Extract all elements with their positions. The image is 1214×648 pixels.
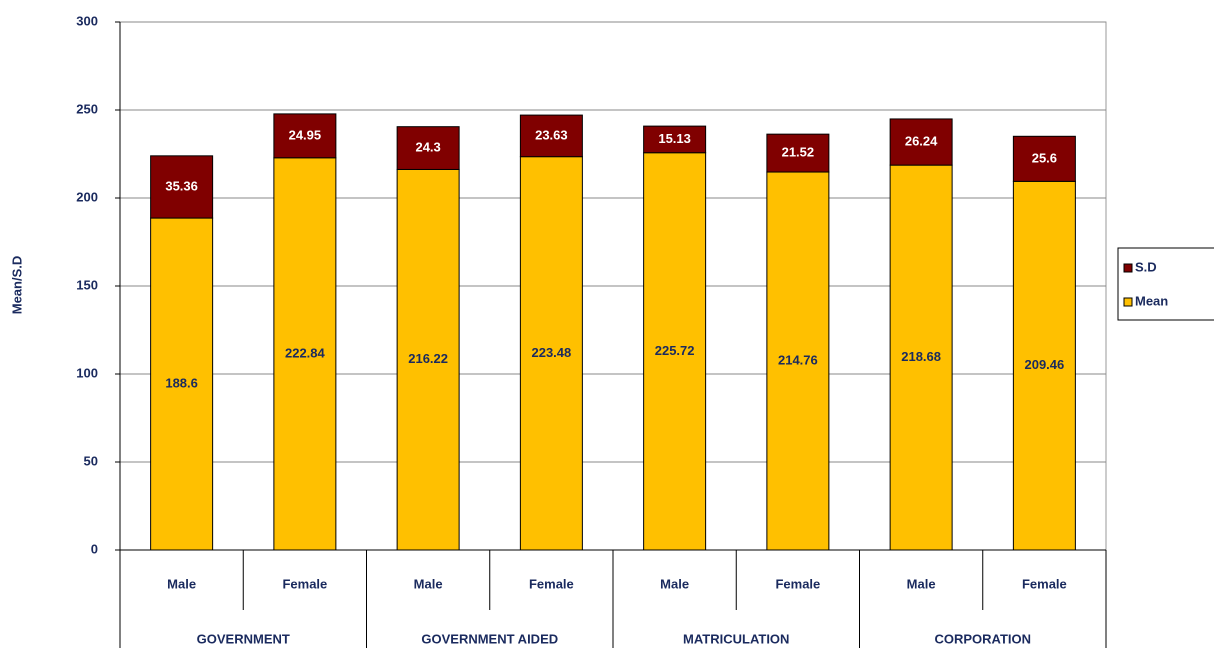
legend-swatch bbox=[1123, 297, 1133, 307]
y-tick-label: 300 bbox=[76, 13, 98, 28]
bar-segment bbox=[643, 152, 707, 551]
group-label: MATRICULATION bbox=[683, 631, 789, 646]
bar-segment bbox=[273, 113, 337, 159]
x-tick-label: Female bbox=[529, 576, 574, 591]
bar-segment bbox=[766, 133, 830, 173]
x-tick-label: Male bbox=[660, 576, 689, 591]
y-tick-label: 100 bbox=[76, 365, 98, 380]
data-label: 188.6 bbox=[165, 375, 198, 390]
x-tick-label: Male bbox=[167, 576, 196, 591]
data-label: 216.22 bbox=[408, 351, 448, 366]
data-label: 15.13 bbox=[658, 131, 691, 146]
legend-swatch bbox=[1123, 263, 1133, 273]
data-label: 35.36 bbox=[165, 178, 198, 193]
bar-segment bbox=[396, 168, 460, 551]
y-tick-label: 50 bbox=[84, 453, 98, 468]
y-tick-label: 150 bbox=[76, 277, 98, 292]
bar-segment bbox=[1012, 135, 1076, 182]
data-label: 23.63 bbox=[535, 127, 568, 142]
y-tick-label: 250 bbox=[76, 101, 98, 116]
bar-segment bbox=[150, 155, 214, 219]
y-tick-label: 200 bbox=[76, 189, 98, 204]
bar-segment bbox=[643, 125, 707, 154]
data-label: 26.24 bbox=[905, 133, 938, 148]
bar-segment bbox=[766, 171, 830, 551]
x-tick-label: Female bbox=[282, 576, 327, 591]
bar-segment bbox=[889, 118, 953, 166]
data-label: 21.52 bbox=[782, 145, 815, 160]
data-label: 222.84 bbox=[285, 345, 326, 360]
data-label: 25.6 bbox=[1032, 150, 1057, 165]
x-tick-label: Male bbox=[414, 576, 443, 591]
bar-segment bbox=[519, 114, 583, 158]
bar-segment bbox=[889, 164, 953, 551]
legend-label: Mean bbox=[1135, 293, 1168, 308]
data-label: 218.68 bbox=[901, 349, 941, 364]
data-label: 24.95 bbox=[289, 127, 322, 142]
data-label: 223.48 bbox=[531, 345, 571, 360]
y-axis-label: Mean/S.D bbox=[9, 256, 24, 315]
group-label: GOVERNMENT AIDED bbox=[421, 631, 558, 646]
x-tick-label: Female bbox=[775, 576, 820, 591]
x-tick-label: Male bbox=[907, 576, 936, 591]
group-label: CORPORATION bbox=[934, 631, 1031, 646]
legend-box bbox=[1117, 247, 1214, 321]
data-label: 209.46 bbox=[1024, 357, 1064, 372]
data-label: 214.76 bbox=[778, 352, 818, 367]
bar-segment bbox=[150, 217, 214, 551]
bar-segment bbox=[1012, 180, 1076, 551]
data-label: 24.3 bbox=[415, 140, 440, 155]
data-label: 225.72 bbox=[655, 343, 695, 358]
x-tick-label: Female bbox=[1022, 576, 1067, 591]
bar-segment bbox=[519, 156, 583, 551]
bar-segment bbox=[396, 126, 460, 170]
bar-segment bbox=[273, 157, 337, 551]
legend-label: S.D bbox=[1135, 259, 1157, 274]
group-label: GOVERNMENT bbox=[197, 631, 290, 646]
y-tick-label: 0 bbox=[91, 541, 98, 556]
